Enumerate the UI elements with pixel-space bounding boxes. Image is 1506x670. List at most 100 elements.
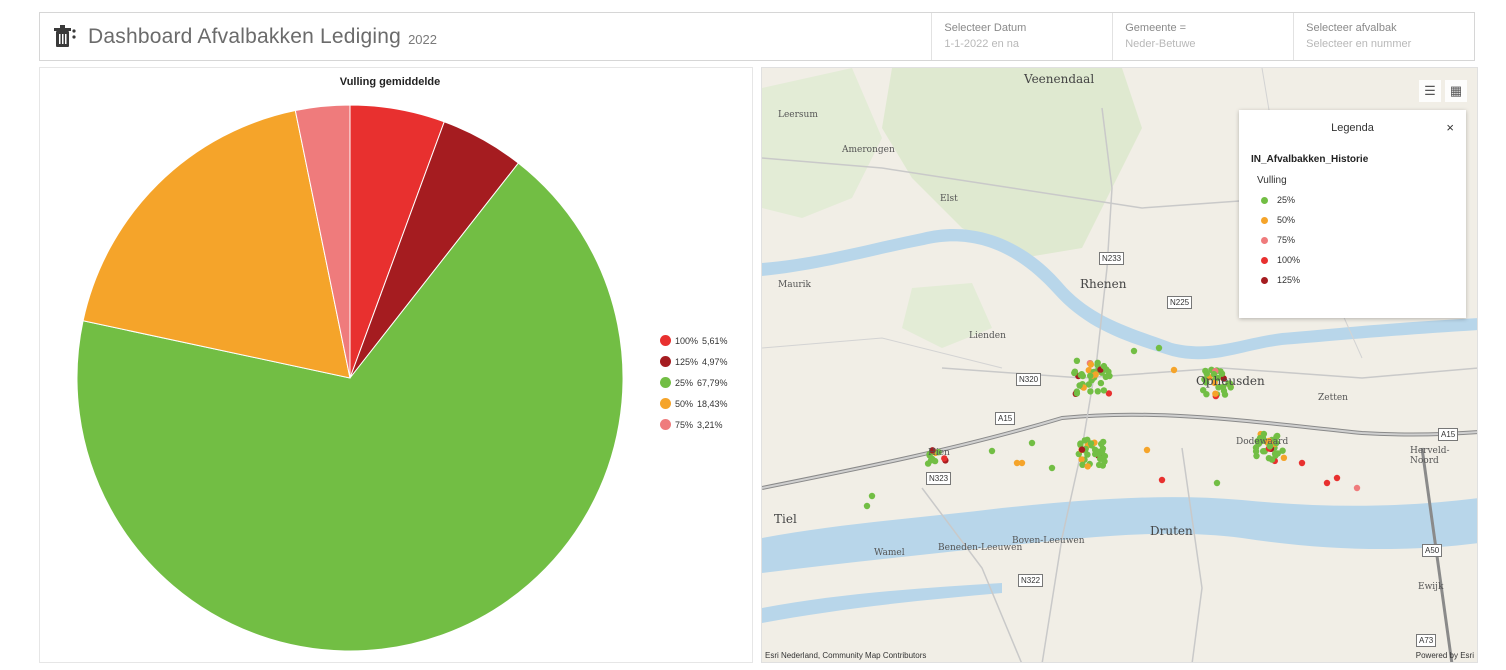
bin-selector[interactable]: Selecteer afvalbak Selecteer en nummer [1293, 13, 1474, 60]
basemap-grid-icon[interactable]: ▦ [1445, 80, 1467, 102]
legend-item[interactable]: 50% 18,43% [660, 393, 728, 414]
bin-point[interactable] [1096, 455, 1104, 462]
bin-point[interactable] [1265, 455, 1273, 462]
bin-point[interactable] [941, 455, 948, 462]
bin-point[interactable] [1252, 448, 1260, 455]
bin-point[interactable] [1081, 437, 1088, 444]
legend-list-icon[interactable]: ☰ [1419, 80, 1441, 102]
legend-item[interactable]: 75% 3,21% [660, 414, 728, 435]
pie-slice-75[interactable] [294, 104, 351, 379]
bin-point[interactable] [1260, 430, 1268, 438]
bin-point[interactable] [1087, 388, 1094, 395]
bin-point[interactable] [1155, 344, 1163, 352]
bin-point[interactable] [1099, 445, 1107, 452]
bin-point[interactable] [868, 492, 876, 500]
bin-point[interactable] [1260, 448, 1267, 455]
legend-item[interactable]: 125% 4,97% [660, 351, 728, 372]
legend-item[interactable]: 100% 5,61% [660, 330, 728, 351]
bin-point[interactable] [1215, 384, 1222, 391]
bin-point[interactable] [1220, 375, 1227, 382]
bin-point[interactable] [931, 457, 939, 465]
bin-point[interactable] [1280, 454, 1288, 461]
bin-point[interactable] [1078, 446, 1086, 453]
bin-point[interactable] [1323, 479, 1331, 487]
bin-point[interactable] [1095, 461, 1103, 469]
bin-point[interactable] [1084, 463, 1091, 470]
pie-chart [76, 104, 624, 652]
bin-point[interactable] [1298, 459, 1306, 467]
bin-point[interactable] [1028, 439, 1036, 447]
bin-point[interactable] [1210, 370, 1218, 378]
bin-point[interactable] [1048, 464, 1056, 472]
bin-point[interactable] [1076, 382, 1083, 389]
bin-point[interactable] [1266, 443, 1274, 450]
bin-point[interactable] [1085, 381, 1092, 388]
map-panel[interactable]: Veenendaal Leersum Amerongen Elst Maurik… [761, 67, 1478, 663]
bin-point[interactable] [935, 449, 942, 456]
bin-point[interactable] [1078, 456, 1085, 463]
bin-point[interactable] [1094, 388, 1101, 395]
pie-slice-50[interactable] [82, 109, 351, 379]
bin-point[interactable] [1256, 434, 1264, 442]
bin-point[interactable] [1158, 476, 1166, 484]
bin-point[interactable] [1220, 387, 1228, 395]
bin-point[interactable] [1087, 372, 1094, 379]
bin-point[interactable] [1079, 461, 1086, 468]
bin-point[interactable] [1100, 438, 1107, 446]
bin-point[interactable] [1087, 440, 1095, 447]
bin-point[interactable] [1102, 373, 1109, 381]
bin-point[interactable] [1212, 390, 1219, 397]
bin-point[interactable] [1130, 347, 1138, 355]
bin-point[interactable] [1213, 479, 1221, 487]
bin-point[interactable] [1078, 371, 1085, 378]
bin-point[interactable] [1084, 451, 1091, 458]
bin-point[interactable] [1092, 450, 1099, 458]
bin-point[interactable] [1274, 432, 1281, 440]
bin-point[interactable] [1218, 370, 1226, 377]
bin-point[interactable] [1105, 390, 1113, 397]
pie-slice-25[interactable] [76, 162, 624, 652]
bin-point[interactable] [1097, 379, 1105, 387]
place-label: Boven-Leeuwen [1012, 536, 1085, 546]
municipality-selector[interactable]: Gemeente = Neder-Betuwe [1112, 13, 1293, 60]
bin-point[interactable] [1018, 459, 1026, 467]
bin-point[interactable] [1100, 362, 1108, 370]
bin-point[interactable] [1203, 391, 1210, 398]
bin-point[interactable] [1094, 361, 1101, 369]
bin-point[interactable] [1201, 376, 1208, 383]
bin-point[interactable] [1013, 459, 1021, 467]
bin-point[interactable] [1273, 439, 1280, 447]
bin-point[interactable] [1202, 367, 1209, 375]
bin-point[interactable] [1073, 357, 1081, 364]
bin-point[interactable] [1087, 361, 1095, 368]
bin-point[interactable] [1333, 474, 1341, 482]
close-icon[interactable]: × [1446, 120, 1454, 135]
bin-point[interactable] [1101, 452, 1109, 460]
bin-point[interactable] [863, 502, 871, 510]
bin-point[interactable] [1071, 369, 1078, 377]
bin-point[interactable] [1100, 387, 1108, 394]
bin-point[interactable] [929, 447, 936, 454]
bin-point[interactable] [1272, 452, 1279, 459]
powered-by[interactable]: Powered by Esri [1415, 651, 1474, 660]
bin-points[interactable] [863, 344, 1361, 510]
bin-point[interactable] [924, 460, 932, 467]
legend-field-name: Vulling [1257, 175, 1287, 186]
bin-point[interactable] [1226, 380, 1234, 387]
bin-point[interactable] [988, 447, 996, 455]
place-label: Amerongen [842, 145, 895, 155]
bin-point[interactable] [1253, 452, 1260, 460]
bin-point[interactable] [1279, 447, 1286, 454]
bin-point[interactable] [1353, 484, 1361, 492]
bin-point[interactable] [1085, 367, 1092, 374]
legend-value: 4,97% [702, 356, 728, 367]
bin-point[interactable] [1170, 366, 1178, 374]
bin-point[interactable] [1073, 390, 1081, 397]
bin-point[interactable] [1143, 446, 1151, 454]
basemap[interactable] [762, 68, 1478, 663]
date-selector[interactable]: Selecteer Datum 1-1-2022 en na [931, 13, 1112, 60]
bin-point[interactable] [1211, 379, 1218, 387]
legend-item[interactable]: 25% 67,79% [660, 372, 728, 393]
chart-title: Vulling gemiddelde [339, 76, 441, 88]
bin-point[interactable] [1256, 440, 1263, 447]
